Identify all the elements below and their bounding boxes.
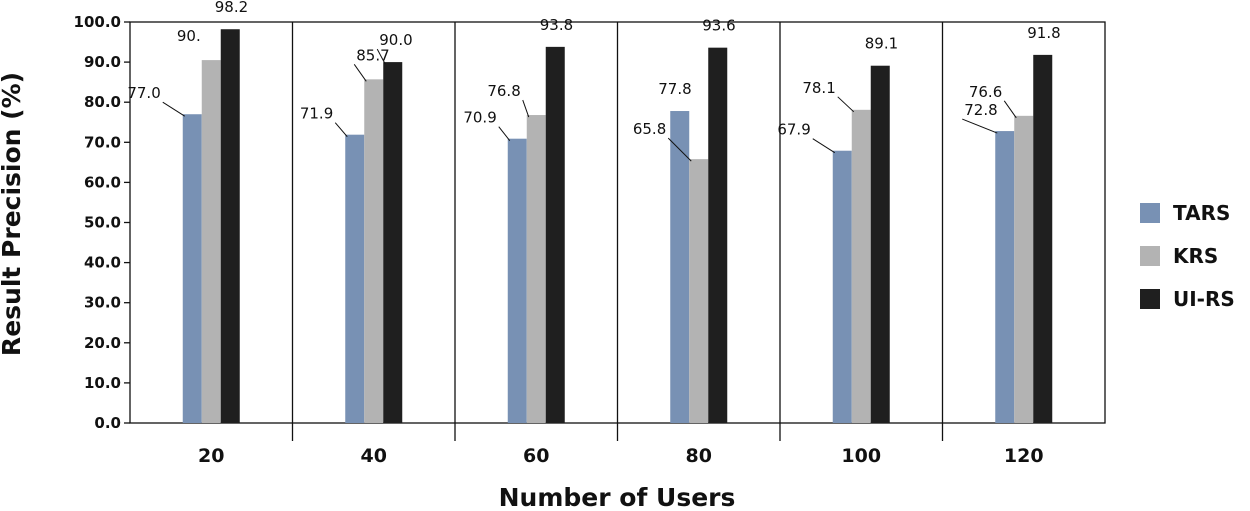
data-label: 76.6 xyxy=(969,83,1002,101)
leader-line xyxy=(1003,100,1017,119)
x-tick-label: 100 xyxy=(841,445,881,467)
y-tick-label: 50.0 xyxy=(84,214,121,232)
y-tick-label: 90.0 xyxy=(84,53,121,71)
legend-label: TARS xyxy=(1173,201,1230,225)
leader-line xyxy=(962,118,998,134)
data-labels-layer: 77.0 90. 98.2 71.9 85.790.0 70.9 76.8 93.8 77.8 6… xyxy=(127,0,1061,162)
bar-ui-rs xyxy=(1033,54,1053,424)
data-label: 77.0 xyxy=(127,84,160,102)
data-label: 78.1 xyxy=(802,79,835,97)
data-label: 98.2 xyxy=(215,0,248,16)
bar-ui-rs xyxy=(545,46,565,423)
axis-layer: 0.0 10.0 20.0 30.0 40.0 50.0 60.0 70.0 80.0 90.0 1… xyxy=(74,13,1044,467)
data-label: 90.0 xyxy=(379,31,412,49)
y-tick-label: 10.0 xyxy=(84,374,121,392)
data-label: 67.9 xyxy=(777,121,810,139)
data-label: 65.8 xyxy=(633,120,666,138)
bar-tars xyxy=(670,111,690,423)
data-label: 89.1 xyxy=(865,35,898,53)
y-tick-label: 30.0 xyxy=(84,294,121,312)
x-tick-label: 20 xyxy=(198,445,224,467)
bar-tars xyxy=(995,131,1015,423)
legend-swatch xyxy=(1140,289,1160,309)
bar-krs xyxy=(851,109,871,423)
x-tick-label: 40 xyxy=(361,445,387,467)
y-tick-label: 0.0 xyxy=(94,414,121,432)
bar-tars xyxy=(345,134,365,423)
leader-line xyxy=(353,64,367,82)
legend-swatch xyxy=(1140,203,1160,223)
legend-label: UI-RS xyxy=(1173,287,1235,311)
y-axis-title: Result Precision (%) xyxy=(0,72,26,356)
y-tick-label: 20.0 xyxy=(84,334,121,352)
data-label: 85.7 xyxy=(356,46,389,64)
bar-krs xyxy=(201,60,221,423)
y-tick-label: 40.0 xyxy=(84,254,121,272)
bar-tars xyxy=(832,150,852,423)
bar-tars xyxy=(182,114,202,423)
x-tick-label: 120 xyxy=(1004,445,1044,467)
data-label: 93.6 xyxy=(702,17,735,35)
leader-line xyxy=(522,99,530,118)
bars-layer xyxy=(182,29,1053,424)
data-label: 93.8 xyxy=(540,16,573,34)
leader-line xyxy=(376,48,386,65)
legend-swatch xyxy=(1140,246,1160,266)
leader-line xyxy=(837,96,855,113)
legend: TARS KRS UI-RS xyxy=(1140,201,1235,311)
leader-line xyxy=(334,122,348,138)
data-label: 77.8 xyxy=(658,80,691,98)
data-label: 72.8 xyxy=(964,101,997,119)
grid-layer xyxy=(129,21,1106,441)
x-tick-label: 60 xyxy=(523,445,549,467)
leader-line xyxy=(498,126,511,141)
y-tick-label: 70.0 xyxy=(84,133,121,151)
bar-ui-rs xyxy=(870,65,890,424)
bar-tars xyxy=(507,138,527,424)
y-tick-label: 100.0 xyxy=(74,13,121,31)
bar-ui-rs xyxy=(383,62,403,423)
legend-label: KRS xyxy=(1173,244,1218,268)
bar-krs xyxy=(364,79,384,423)
data-label: 76.8 xyxy=(487,82,520,100)
bar-krs xyxy=(689,159,709,423)
data-label: 71.9 xyxy=(300,105,333,123)
y-tick-label: 60.0 xyxy=(84,173,121,191)
data-label: 91.8 xyxy=(1027,24,1060,42)
x-axis-title: Number of Users xyxy=(499,483,736,511)
bar-ui-rs xyxy=(708,47,728,423)
x-tick-label: 80 xyxy=(686,445,712,467)
leader-line xyxy=(162,101,186,117)
leader-line xyxy=(667,137,692,162)
leader-line xyxy=(812,138,836,154)
bar-krs xyxy=(1014,115,1034,424)
bar-ui-rs xyxy=(220,29,240,424)
y-tick-label: 80.0 xyxy=(84,93,121,111)
bar-krs xyxy=(526,115,546,424)
data-label: 90. xyxy=(177,27,201,45)
data-label: 70.9 xyxy=(463,109,496,127)
